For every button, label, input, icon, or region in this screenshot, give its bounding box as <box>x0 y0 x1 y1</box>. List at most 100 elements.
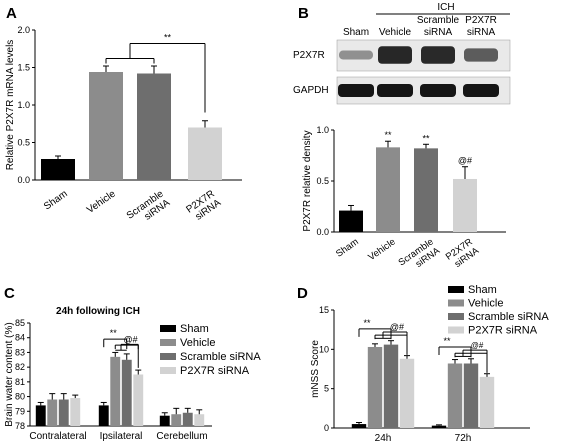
bar-c-2-0 <box>159 415 170 426</box>
y-axis-a-tick-label: 0.0 <box>17 175 30 185</box>
cat-label-b-2: ScramblesiRNA <box>397 236 443 277</box>
bar-d-1-0 <box>431 425 447 428</box>
bar-c-0-1 <box>47 399 58 426</box>
cat-label-a-3: P2X7RsiRNA <box>184 188 223 224</box>
blot-band-label-1: GAPDH <box>293 85 329 96</box>
legend-label-d-0: Sham <box>468 284 497 296</box>
legend-swatch-d-2 <box>448 313 464 320</box>
y-axis-a-tick-label: 1.5 <box>17 63 30 73</box>
cat-label-b-3: P2X7RsiRNA <box>444 236 482 272</box>
cat-label-c-2: Cerebellum <box>156 431 207 442</box>
y-axis-d-tick-label: 5 <box>324 384 329 394</box>
y-axis-c-tick-label: 78 <box>15 421 25 431</box>
band-p2x7r-3 <box>464 48 498 62</box>
sig-a-label: ** <box>164 33 172 43</box>
y-label-b: P2X7R relative density <box>302 130 313 231</box>
bar-c-2-3 <box>194 414 205 426</box>
panel-letter-b: B <box>298 5 309 22</box>
cat-label-d-0: 24h <box>375 433 392 444</box>
bar-d-0-0 <box>351 424 367 428</box>
legend-label-d-2: Scramble siRNA <box>468 311 549 323</box>
sig-c-1-label: ** <box>110 328 118 338</box>
bar-label-b-3: @# <box>458 156 472 166</box>
y-axis-d-tick-label: 0 <box>324 423 329 433</box>
bar-label-b-2: ** <box>422 133 430 143</box>
bar-b-3 <box>453 178 477 232</box>
blot-group-label: ICH <box>437 2 454 13</box>
bar-b-1 <box>376 147 400 232</box>
panel-d: D 0 5 10 15 mNSS Score 24h 72h Sham VehicleScramb… <box>297 284 549 444</box>
band-gapdh-0 <box>338 84 374 97</box>
bar-c-0-3 <box>70 398 81 426</box>
cat-label-a-0: Sham <box>42 188 70 212</box>
cat-label-b-1: Vehicle <box>366 236 397 263</box>
y-label-c: Brain water content (%) <box>4 322 15 427</box>
legend-label-c-1: Vehicle <box>180 337 215 349</box>
sig-d-0-a-label: ** <box>363 318 371 328</box>
bar-c-1-2 <box>121 359 132 426</box>
bar-c-1-0 <box>98 405 109 426</box>
chart-title-c: 24h following ICH <box>56 306 140 317</box>
bar-a-0 <box>41 159 75 180</box>
legend-swatch-c-3 <box>160 367 176 374</box>
legend-label-c-0: Sham <box>180 323 209 335</box>
y-axis-c-tick-label: 80 <box>15 392 25 402</box>
y-axis-c-tick-label: 85 <box>15 318 25 328</box>
band-gapdh-2 <box>420 84 456 97</box>
bar-d-1-2 <box>463 363 479 428</box>
bar-c-2-1 <box>171 414 182 426</box>
legend-swatch-c-2 <box>160 353 176 360</box>
bar-c-1-3 <box>133 374 144 426</box>
bar-a-3 <box>188 127 222 180</box>
blot-lane-header-0: Sham <box>343 27 369 38</box>
sig-d-1-b-label: @# <box>471 341 484 350</box>
panel-c: C 24h following ICH 78 79 80 81 82 83 84 85Brain … <box>4 285 261 442</box>
legend-label-d-3: P2X7R siRNA <box>468 325 538 337</box>
band-p2x7r-0 <box>339 50 373 60</box>
panel-letter-d: D <box>297 285 308 302</box>
legend-label-c-2: Scramble siRNA <box>180 351 261 363</box>
bar-a-2 <box>137 73 171 180</box>
y-axis-b-tick-label: 0.5 <box>316 176 329 186</box>
cat-label-b-0: Sham <box>334 236 361 259</box>
legend-swatch-c-0 <box>160 325 176 332</box>
y-axis-d-tick-label: 15 <box>319 305 329 315</box>
bar-c-2-2 <box>182 412 193 426</box>
panel-letter-c: C <box>4 285 15 302</box>
y-axis-a-tick-label: 2.0 <box>17 25 30 35</box>
legend-swatch-d-3 <box>448 326 464 334</box>
y-axis-c-tick-label: 79 <box>15 406 25 416</box>
band-p2x7r-1 <box>378 46 412 64</box>
y-axis-c-tick-label: 84 <box>15 333 25 343</box>
blot-lane-header-2: Scramble siRNA <box>417 15 460 38</box>
bar-d-1-3 <box>479 376 495 428</box>
bar-a-1 <box>89 72 123 180</box>
blot-image <box>336 39 511 105</box>
y-label-a: Relative P2X7R mRNA levels <box>5 40 16 171</box>
cat-label-a-2: ScramblesiRNA <box>125 188 173 230</box>
band-gapdh-1 <box>377 84 413 97</box>
bar-d-0-2 <box>383 344 399 428</box>
band-gapdh-3 <box>463 84 499 97</box>
band-p2x7r-2 <box>421 46 455 64</box>
y-axis-a-tick-label: 1.0 <box>17 100 30 110</box>
bar-c-0-0 <box>35 405 46 426</box>
y-axis-d-tick-label: 10 <box>319 344 329 354</box>
bar-d-1-1 <box>447 363 463 428</box>
legend-swatch-d-0 <box>448 286 464 293</box>
bar-b-0 <box>339 210 363 232</box>
legend-label-c-3: P2X7R siRNA <box>180 365 250 377</box>
y-axis-b-tick-label: 0.0 <box>316 227 329 237</box>
bar-label-b-1: ** <box>384 130 392 140</box>
bar-c-1-1 <box>110 356 121 426</box>
cat-label-a-1: Vehicle <box>85 188 118 216</box>
y-axis-a-tick-label: 0.5 <box>17 138 30 148</box>
bar-d-0-1 <box>367 346 383 428</box>
blot-ich-group: ICH <box>376 2 510 15</box>
bar-b-2 <box>414 148 438 232</box>
y-label-d: mNSS Score <box>310 340 321 398</box>
